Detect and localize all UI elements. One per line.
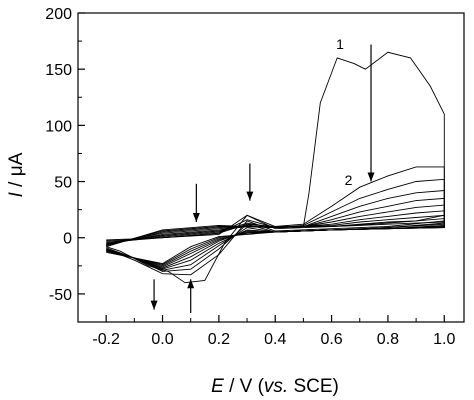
x-tick-label: 0.2 [208,331,230,348]
y-tick-label: 0 [63,231,72,248]
axes-group [77,12,465,323]
y-tick-label: 150 [45,62,72,79]
cv-scan-5 [106,197,445,270]
arrow-5 [187,279,195,314]
arrows-group [150,44,375,314]
cv-scan-4 [106,190,445,271]
cv-scan-2 [106,166,445,276]
cv-scan-10 [106,221,445,265]
arrow-4 [150,279,158,310]
tick-labels-group: -0.2 0.0 0.2 0.4 0.6 0.8 1.0 -50 0 50 100 150 200 [45,6,455,348]
y-tick-label: 50 [54,175,72,192]
annotations-group: 12 [336,36,352,188]
cv-scan-3 [106,178,445,272]
curves-group [106,51,445,284]
plot-frame [77,12,465,323]
cv-scan-1 [106,51,445,284]
y-axis-label: I / μA [6,152,27,197]
x-axis-label: E / V (vs. SCE) [211,376,339,397]
arrow-2 [246,163,254,201]
curve-label-2: 2 [345,172,353,188]
x-tick-label: 0.8 [377,331,399,348]
arrow-1 [367,44,375,182]
arrow-3 [192,183,200,222]
y-tick-label: 100 [45,118,72,135]
x-tick-label: 0.0 [151,331,173,348]
curve-label-1: 1 [336,36,344,52]
x-tick-label: 0.4 [264,331,286,348]
x-tick-label: 1.0 [433,331,455,348]
x-tick-label: 0.6 [320,331,342,348]
y-tick-label: 200 [45,6,72,23]
y-tick-label: -50 [49,287,72,304]
x-tick-label: -0.2 [92,331,120,348]
